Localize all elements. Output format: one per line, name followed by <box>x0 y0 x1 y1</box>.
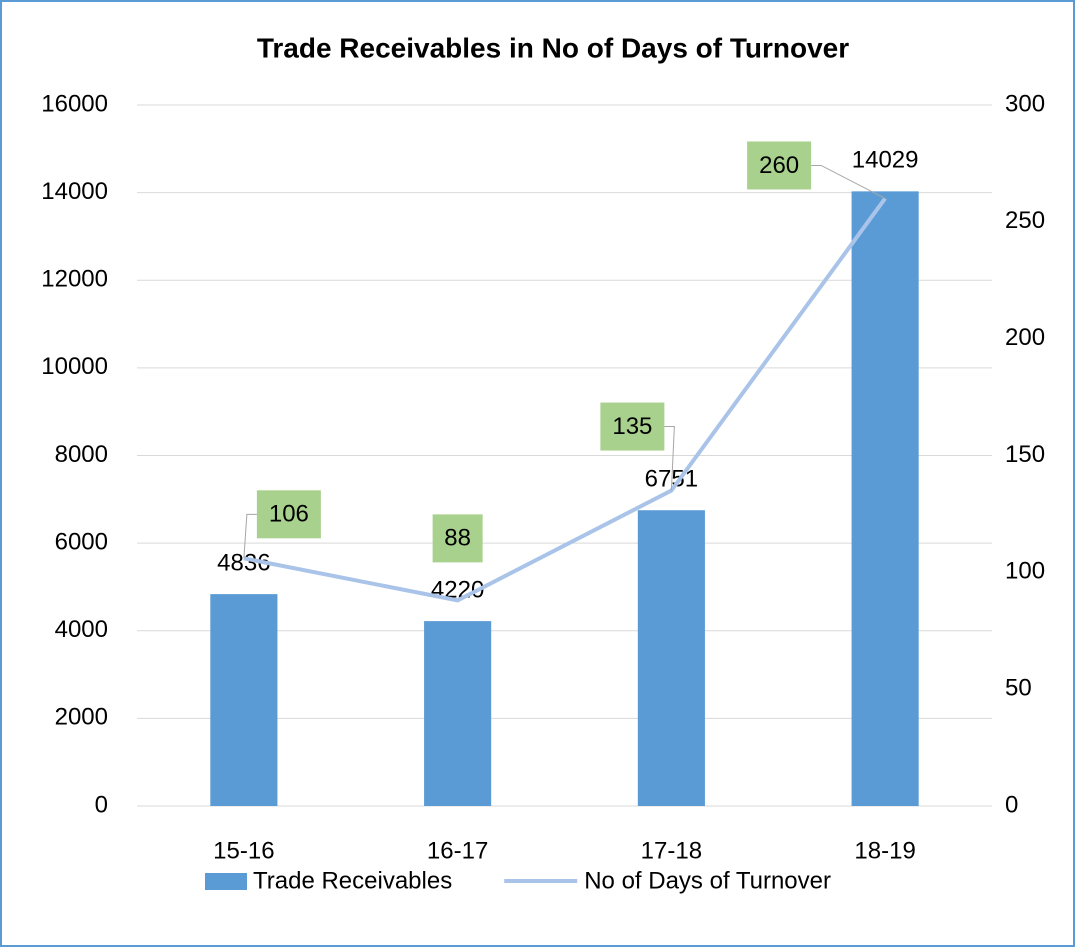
line-value-label: 106 <box>269 501 309 528</box>
y-tick-label: 14000 <box>41 178 108 205</box>
y-tick-label: 4000 <box>55 616 108 643</box>
y2-tick-label: 0 <box>1005 791 1018 818</box>
data-label-box <box>600 402 665 451</box>
data-label-box <box>747 141 812 190</box>
x-tick-label: 18-19 <box>854 837 915 864</box>
bar <box>424 621 492 806</box>
y2-tick-label: 50 <box>1005 675 1032 702</box>
x-tick-label: 15-16 <box>213 837 274 864</box>
legend-label: No of Days of Turnover <box>584 867 831 894</box>
data-label-box <box>432 514 483 563</box>
y-tick-label: 2000 <box>55 704 108 731</box>
y-tick-label: 16000 <box>41 90 108 117</box>
line-value-label: 88 <box>444 525 471 552</box>
line-value-label: 135 <box>612 413 652 440</box>
bar <box>637 510 705 806</box>
legend-swatch <box>205 873 247 890</box>
leader-line <box>811 164 886 199</box>
line-value-label: 260 <box>759 152 799 179</box>
y-tick-label: 6000 <box>55 528 108 555</box>
leader-line <box>664 426 675 491</box>
legend-label: Trade Receivables <box>253 867 452 894</box>
bar-value-label: 14029 <box>852 147 919 174</box>
line <box>243 197 887 603</box>
y2-tick-label: 250 <box>1005 207 1045 234</box>
y-tick-label: 0 <box>95 791 108 818</box>
y2-tick-label: 200 <box>1005 324 1045 351</box>
x-tick-label: 17-18 <box>641 837 702 864</box>
y2-tick-label: 150 <box>1005 441 1045 468</box>
y-tick-label: 8000 <box>55 441 108 468</box>
y-tick-label: 12000 <box>41 266 108 293</box>
bar <box>210 594 278 806</box>
leader-line <box>243 513 257 559</box>
y-tick-label: 10000 <box>41 353 108 380</box>
x-tick-label: 16-17 <box>427 837 488 864</box>
bar <box>851 191 919 806</box>
chart-title: Trade Receivables in No of Days of Turno… <box>257 32 849 63</box>
data-label-box <box>256 490 321 539</box>
y2-tick-label: 100 <box>1005 558 1045 585</box>
y2-tick-label: 300 <box>1005 90 1045 117</box>
